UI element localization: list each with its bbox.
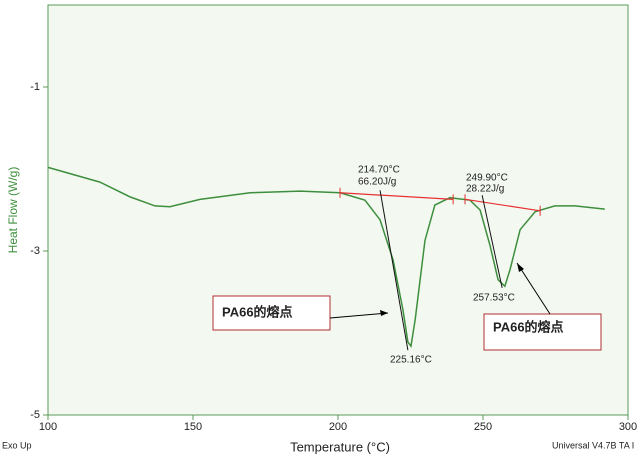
- arrow: [329, 312, 389, 319]
- annotation: 257.53°C: [473, 293, 515, 304]
- tangent: [481, 195, 503, 289]
- annotation: 225.16°C: [390, 355, 432, 366]
- footer-left: Exo Up: [2, 440, 32, 450]
- y-tick-label: -5: [30, 409, 40, 421]
- annotation: 66.20J/g: [358, 177, 396, 188]
- annotation: 214.70°C: [358, 165, 400, 176]
- y-tick-label: -3: [30, 245, 40, 257]
- arrow-head: [517, 263, 524, 272]
- x-axis-label: Temperature (°C): [290, 439, 390, 454]
- curve: [47, 166, 605, 348]
- y-axis-label: Heat Flow (W/g): [6, 167, 20, 254]
- arrow-head: [380, 310, 388, 316]
- baseline: [339, 192, 454, 200]
- x-tick-label: 250: [474, 421, 492, 433]
- callout: PA66的熔点: [222, 304, 293, 319]
- arrow: [516, 262, 551, 315]
- y-tick-label: -1: [30, 81, 40, 93]
- callout-box: [483, 313, 602, 351]
- x-tick-label: 200: [329, 421, 347, 433]
- annotation: 28.22J/g: [466, 184, 504, 195]
- footer-right: Universal V4.7B TA I: [552, 440, 634, 450]
- callout-box: [212, 295, 331, 331]
- tangent: [379, 190, 409, 351]
- annotation: 249.90°C: [466, 173, 508, 184]
- callout: PA66的熔点: [493, 319, 564, 334]
- x-tick-label: 100: [39, 421, 57, 433]
- x-tick-label: 150: [184, 421, 202, 433]
- baseline: [464, 198, 541, 212]
- x-tick-label: 300: [619, 421, 637, 433]
